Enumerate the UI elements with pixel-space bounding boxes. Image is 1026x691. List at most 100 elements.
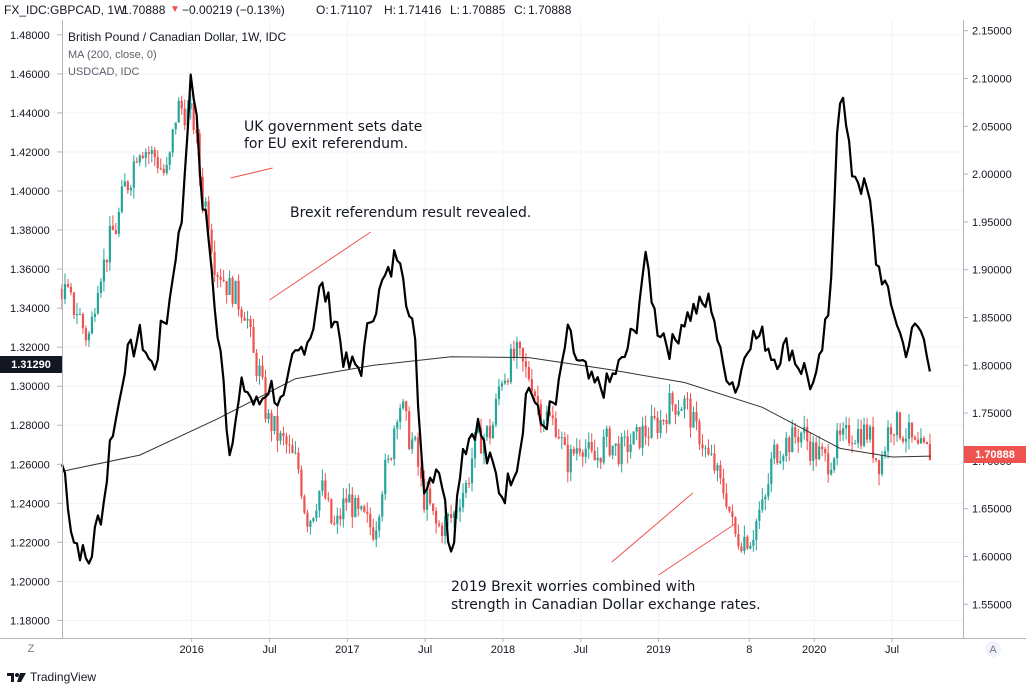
scale-z-label[interactable]: Z [28, 643, 35, 655]
candle-body [785, 437, 788, 457]
candle-body [806, 426, 809, 442]
time-axis-tick-label: 2016 [179, 644, 203, 656]
candle-body [683, 398, 686, 410]
candle-body [833, 458, 836, 470]
candle-body [204, 201, 207, 207]
candle-body [147, 152, 150, 154]
candle-body [285, 436, 288, 445]
legend-usdcad[interactable]: USDCAD, IDC [68, 66, 140, 78]
candle-body [671, 393, 674, 405]
time-axis-tick-label: 2020 [802, 644, 826, 656]
time-axis[interactable]: 2016 Jul 2017 Jul 2018 Jul 2019 8 2020 Jul [179, 638, 899, 656]
candle-body [809, 441, 812, 461]
candle-body [135, 161, 138, 163]
candle-body [851, 443, 854, 445]
candle-body [668, 393, 671, 424]
right-axis[interactable]: 2.15000 2.10000 2.05000 2.00000 1.95000 1.900… [963, 26, 1012, 612]
candle-body [429, 488, 432, 504]
candle-body [845, 425, 848, 429]
candle-body [626, 436, 629, 453]
candle-body [557, 436, 560, 439]
candle-body [446, 514, 450, 517]
candle-body [417, 437, 420, 467]
left-axis-tick-label: 1.28000 [10, 420, 50, 432]
close-value: 1.70888 [528, 3, 572, 17]
legend-ma[interactable]: MA (200, close, 0) [68, 49, 157, 61]
scale-z-button[interactable]: Z [28, 643, 35, 655]
candle-body [354, 498, 357, 518]
candle-body [722, 478, 725, 494]
candle-body [258, 365, 261, 376]
candle-body [551, 415, 554, 419]
left-axis[interactable]: 1.48000 1.46000 1.44000 1.42000 1.40000 1.380… [10, 30, 62, 628]
candle-body [300, 469, 303, 497]
candle-body [207, 201, 210, 230]
change-down-icon: ▼ [170, 4, 180, 15]
annotation-2019-worries-2: strength in Canadian Dollar exchange rat… [451, 597, 761, 613]
usdcad-price-tag: 1.31290 [0, 356, 62, 373]
candle-body [886, 427, 890, 452]
auto-scale-label[interactable]: A [989, 644, 997, 656]
candle-body [183, 108, 186, 126]
legend-gbpcad[interactable]: British Pound / Canadian Dollar, 1W, IDC [68, 30, 286, 44]
candle-body [821, 446, 824, 450]
right-axis-tick-label: 1.55000 [972, 599, 1012, 611]
right-axis-tick-label: 1.85000 [972, 312, 1012, 324]
candle-body [437, 523, 441, 526]
candle-body [818, 446, 821, 460]
candle-body [180, 100, 183, 109]
chart-svg[interactable]: 1.48000 1.46000 1.44000 1.42000 1.40000 1.380… [0, 0, 1026, 662]
candle-body [369, 513, 372, 528]
candle-body [749, 545, 752, 549]
time-axis-tick-label: Jul [262, 644, 276, 656]
candle-body [704, 447, 707, 449]
candle-body [414, 437, 417, 440]
symbol-label[interactable]: FX_IDC:GBPCAD, 1W [4, 3, 126, 17]
candle-body [500, 383, 504, 387]
candle-body [249, 319, 252, 328]
candle-body [102, 259, 105, 282]
high-value: 1.71416 [398, 3, 442, 17]
candle-body [396, 422, 399, 429]
candle-body [270, 413, 273, 432]
candle-body [303, 496, 306, 513]
left-axis-tick-label: 1.20000 [10, 576, 50, 588]
candle-body [608, 428, 611, 456]
left-axis-tick-label: 1.34000 [10, 303, 50, 315]
candle-body [306, 512, 309, 527]
candle-body [725, 493, 728, 507]
candle-body [282, 433, 285, 437]
annotation-2019-worries-1: 2019 Brexit worries combined with [451, 579, 695, 595]
auto-scale-button[interactable]: A [985, 641, 1001, 657]
candle-body [716, 465, 719, 471]
right-axis-tick-label: 1.90000 [972, 265, 1012, 277]
brand-name[interactable]: TradingView [30, 670, 97, 684]
left-axis-tick-label: 1.32000 [10, 342, 50, 354]
time-axis-tick-label: Jul [574, 644, 588, 656]
candle-body [449, 514, 453, 519]
candle-body [830, 469, 833, 475]
candle-body [452, 512, 456, 519]
candle-body [916, 439, 920, 444]
candle-body [63, 284, 67, 300]
candle-body [605, 428, 608, 437]
candle-body [165, 164, 168, 173]
candle-body [327, 498, 330, 500]
usdcad-line [60, 73, 931, 565]
left-axis-tick-label: 1.18000 [10, 615, 50, 627]
candle-body [408, 411, 411, 449]
candle-body [734, 517, 737, 534]
candle-body [288, 444, 291, 446]
candle-body [590, 442, 593, 451]
candle-body [752, 539, 755, 546]
right-axis-tick-label: 2.15000 [972, 26, 1012, 38]
candle-body [497, 386, 501, 400]
left-axis-tick-label: 1.36000 [10, 264, 50, 276]
candle-body [686, 398, 689, 400]
candle-body [144, 152, 147, 158]
candle-body [764, 496, 767, 500]
left-axis-tick-label: 1.48000 [10, 30, 50, 42]
right-axis-tick-label: 1.60000 [972, 551, 1012, 563]
symbol-header: FX_IDC:GBPCAD, 1W 1.70888 ▼ −0.00219 (−0… [0, 0, 1026, 20]
candle-body [874, 458, 878, 461]
